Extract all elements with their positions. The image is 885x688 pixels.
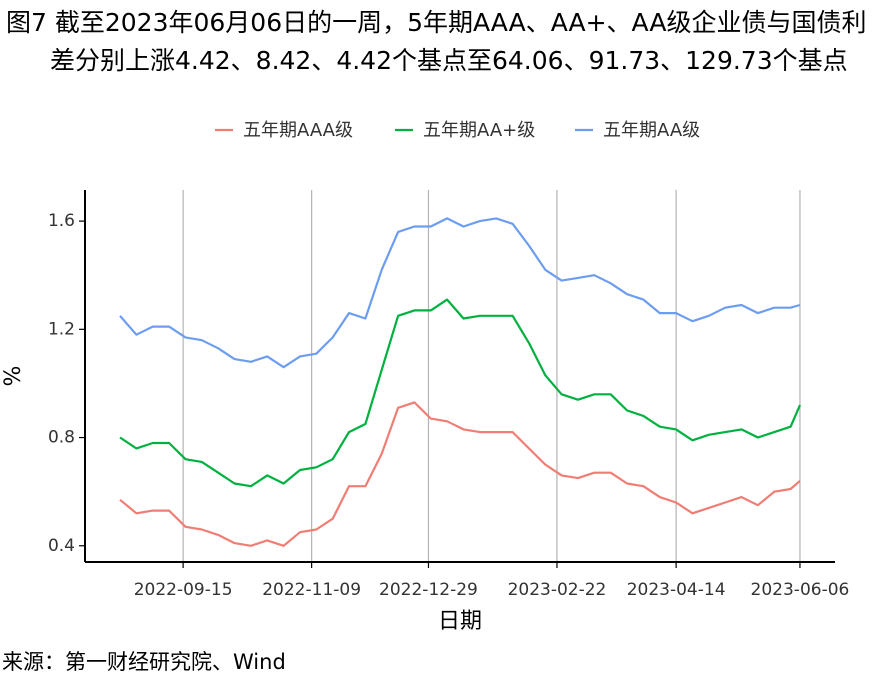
y-axis-label: % [1,366,26,387]
y-tick-label: 0.4 [48,536,75,556]
x-tick-label: 2022-12-29 [379,580,478,600]
x-tick-label: 2022-09-15 [134,580,233,600]
y-tick-label: 1.2 [48,319,75,339]
x-tick-label: 2023-06-06 [751,580,850,600]
legend-label: 五年期AA+级 [423,120,535,141]
x-axis-label: 日期 [438,609,482,634]
y-tick-label: 1.6 [48,211,75,231]
series-line [119,217,801,369]
x-tick-label: 2023-02-22 [508,580,607,600]
source-note: 来源：第一财经研究院、Wind [2,650,286,674]
chart-title: 图7 截至2023年06月06日的一周，5年期AAA、AA+、AA级企业债与国债… [6,8,867,75]
x-tick-label: 2023-04-14 [627,580,726,600]
x-tick-label: 2022-11-09 [262,580,361,600]
legend-label: 五年期AA级 [603,120,700,141]
y-tick-label: 0.8 [48,428,75,448]
series-line [119,401,801,547]
series-line [119,298,802,488]
legend-label: 五年期AAA级 [243,120,353,141]
